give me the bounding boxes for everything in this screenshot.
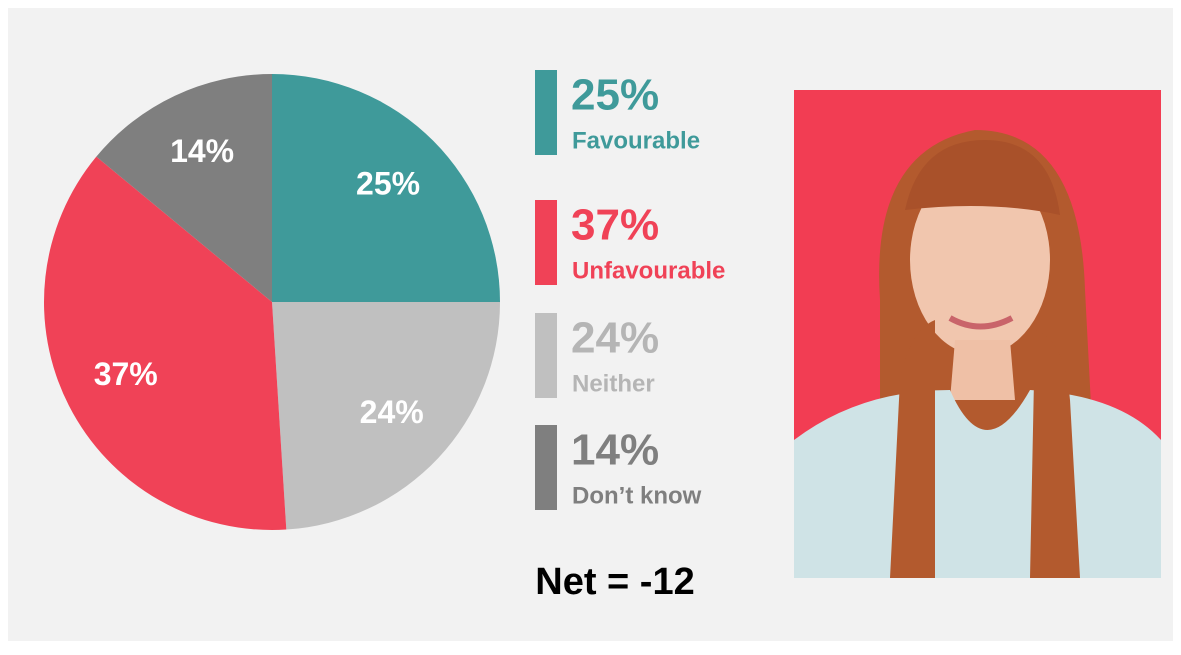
legend-label: Don’t know bbox=[572, 482, 702, 509]
slice-label: 37% bbox=[94, 356, 158, 392]
fringe bbox=[905, 140, 1060, 215]
legend-swatch bbox=[535, 200, 557, 285]
legend-label: Unfavourable bbox=[572, 257, 725, 284]
pie-slice bbox=[43, 156, 287, 530]
legend-value: 24% bbox=[571, 314, 659, 363]
legend-value: 37% bbox=[571, 201, 659, 250]
legend-swatch bbox=[535, 313, 557, 398]
slice-label: 25% bbox=[356, 165, 420, 201]
slice-label: 14% bbox=[170, 133, 234, 169]
legend-value: 25% bbox=[571, 71, 659, 120]
legend-swatch bbox=[535, 425, 557, 510]
face bbox=[910, 165, 1050, 355]
hair-front bbox=[890, 320, 1080, 578]
legend-swatch bbox=[535, 70, 557, 155]
net-label: Net = -12 bbox=[535, 561, 694, 603]
pie-slice bbox=[272, 302, 500, 530]
photo bbox=[794, 90, 1161, 578]
smile bbox=[948, 315, 1014, 330]
slice-label: 24% bbox=[360, 394, 424, 430]
pie-slice bbox=[272, 74, 500, 302]
pie-slice bbox=[96, 73, 272, 302]
neck bbox=[950, 340, 1015, 400]
legend-value: 14% bbox=[571, 426, 659, 475]
legend-label: Favourable bbox=[572, 127, 700, 154]
legend-label: Neither bbox=[572, 370, 655, 397]
